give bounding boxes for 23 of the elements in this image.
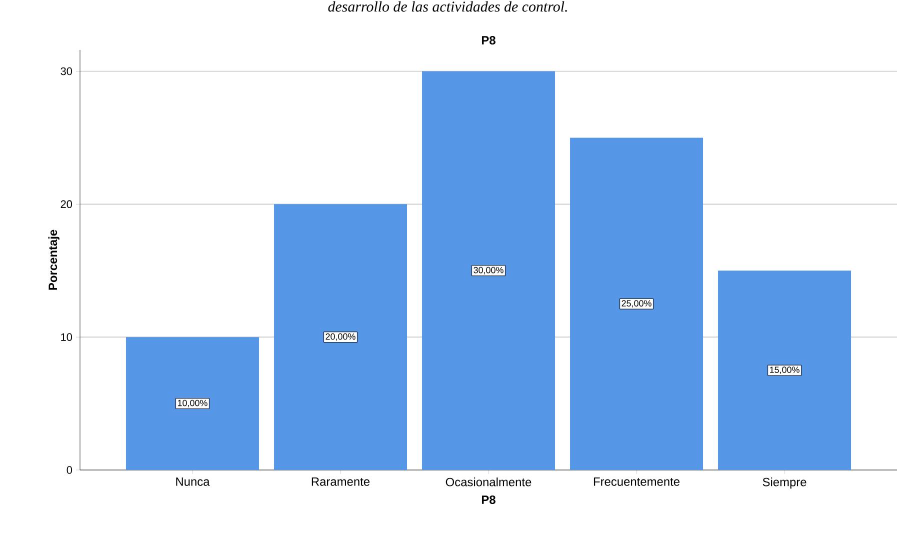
y-tick-label: 0: [66, 466, 72, 474]
data-label: 25,00%: [622, 300, 652, 308]
x-tick-label: Nunca: [176, 478, 210, 486]
bar: [274, 204, 407, 470]
y-axis-title: Porcentaje: [48, 230, 60, 290]
data-label: 30,00%: [474, 266, 504, 274]
x-tick-label: Raramente: [312, 478, 370, 486]
bar: [422, 71, 556, 470]
data-label: 20,00%: [326, 333, 356, 341]
data-label: 10,00%: [178, 400, 208, 408]
y-tick-label: 20: [60, 200, 72, 208]
bar: [126, 337, 259, 470]
bar: [718, 270, 852, 470]
x-tick-label: Ocasionalmente: [446, 478, 532, 486]
y-tick-label: 10: [61, 333, 72, 341]
x-tick-label: Siempre: [762, 478, 806, 489]
x-tick-label: Frecuentemente: [594, 478, 680, 486]
chart-title: P8: [482, 36, 496, 44]
data-label: 15,00%: [770, 366, 800, 374]
y-tick-label: 30: [60, 67, 72, 76]
bar: [570, 138, 704, 470]
text: desarrollo de las actividades de control.: [328, 1, 567, 12]
x-axis-title: P8: [482, 496, 496, 504]
